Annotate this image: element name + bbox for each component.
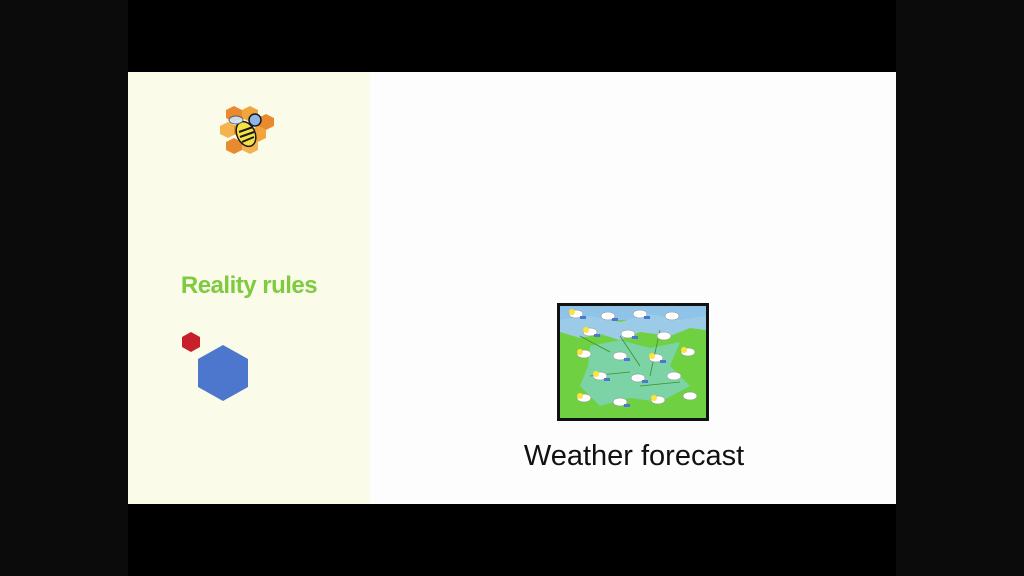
hexagons-icon [182,332,248,401]
weather-map-icon [560,306,706,418]
slide-sidebar: Reality rules [128,72,370,504]
presentation-slide: Reality rules [128,72,896,504]
weather-map-image [557,303,709,421]
right-letterbox [896,0,1024,576]
left-letterbox [0,0,128,576]
sidebar-title: Reality rules [180,272,318,299]
bee-honeycomb-icon [220,106,274,154]
image-caption: Weather forecast [523,440,745,472]
